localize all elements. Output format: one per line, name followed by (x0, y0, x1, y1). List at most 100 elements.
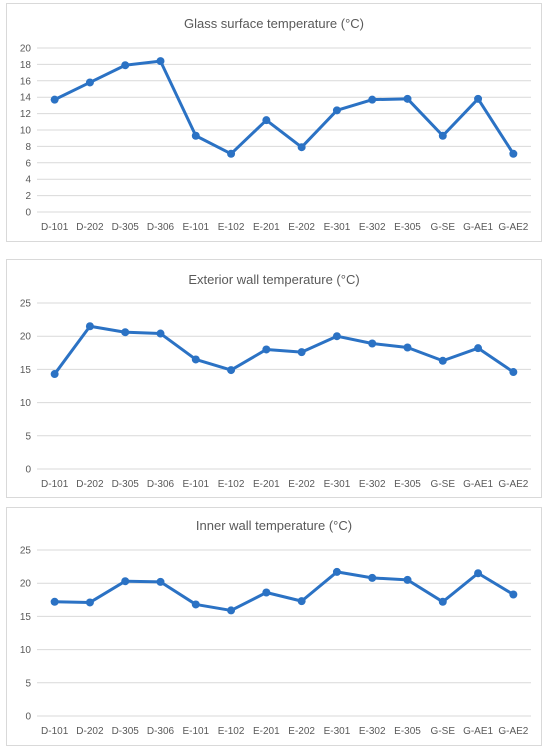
y-tick-label: 5 (25, 678, 31, 689)
x-tick-label: E-302 (359, 222, 386, 233)
x-tick-label: E-305 (394, 726, 421, 737)
x-tick-label: D-306 (147, 479, 175, 490)
data-point (156, 329, 165, 338)
x-tick-label: E-101 (182, 479, 209, 490)
chart-canvas: Exterior wall temperature (°C) 0 5 10 15 20 2… (20, 272, 531, 490)
data-point (368, 573, 377, 582)
x-tick-label: E-202 (288, 222, 315, 233)
data-point (191, 355, 200, 364)
x-tick-label: E-301 (324, 222, 351, 233)
y-tick-label: 0 (25, 712, 31, 723)
y-tick-label: 16 (20, 76, 32, 87)
data-point (262, 345, 271, 354)
y-tick-label: 10 (20, 126, 32, 137)
x-tick-label: G-AE2 (498, 479, 528, 490)
x-tick-label: E-102 (218, 726, 245, 737)
y-tick-label: 6 (25, 158, 31, 169)
x-tick-label: E-202 (288, 479, 315, 490)
y-tick-label: 25 (20, 546, 32, 557)
x-tick-label: D-101 (41, 479, 69, 490)
x-tick-label: D-305 (112, 222, 140, 233)
x-tick-label: G-SE (431, 479, 456, 490)
x-tick-label: D-202 (76, 479, 104, 490)
x-tick-label: E-102 (218, 479, 245, 490)
x-tick-label: E-201 (253, 479, 280, 490)
data-point (509, 590, 518, 599)
chart-title: Glass surface temperature (°C) (184, 16, 364, 31)
data-point (227, 366, 236, 375)
y-tick-label: 20 (20, 44, 32, 55)
y-tick-label: 25 (20, 299, 32, 310)
x-tick-label: G-SE (431, 726, 456, 737)
y-tick-label: 12 (20, 109, 32, 120)
x-tick-label: E-302 (359, 479, 386, 490)
y-tick-label: 20 (20, 579, 32, 590)
series-line (53, 324, 515, 375)
data-point (297, 143, 306, 152)
y-tick-label: 10 (20, 645, 32, 656)
y-tick-label: 2 (25, 191, 31, 202)
data-point (332, 567, 341, 576)
x-tick-label: E-201 (253, 726, 280, 737)
data-point (474, 94, 483, 103)
data-point (50, 95, 59, 104)
data-point (227, 606, 236, 615)
x-tick-label: G-AE2 (498, 726, 528, 737)
x-tick-label: G-AE2 (498, 222, 528, 233)
data-point (474, 344, 483, 353)
data-point (191, 600, 200, 609)
data-point (85, 598, 94, 607)
y-tick-label: 8 (25, 142, 31, 153)
x-tick-label: D-306 (147, 222, 175, 233)
data-point (262, 116, 271, 125)
x-tick-label: D-202 (76, 222, 104, 233)
data-point (227, 149, 236, 158)
x-tick-label: G-AE1 (463, 726, 493, 737)
chart-title: Inner wall temperature (°C) (196, 518, 352, 533)
data-point (191, 131, 200, 140)
chart-canvas: Glass surface temperature (°C) 0 2 4 6 8 10 12… (20, 16, 531, 233)
y-tick-label: 15 (20, 612, 32, 623)
x-tick-label: G-AE1 (463, 479, 493, 490)
data-point (85, 322, 94, 331)
data-point (297, 597, 306, 606)
data-point (474, 569, 483, 578)
data-point (403, 575, 412, 584)
chart-inner-wall-temperature: Inner wall temperature (°C) 0 5 10 15 20 25 D-… (6, 507, 542, 746)
data-point (368, 339, 377, 348)
x-tick-label: D-202 (76, 726, 104, 737)
data-point (50, 597, 59, 606)
x-tick-label: E-101 (182, 726, 209, 737)
data-point (509, 149, 518, 158)
y-tick-label: 0 (25, 208, 31, 219)
data-point (368, 95, 377, 104)
x-tick-label: E-101 (182, 222, 209, 233)
y-tick-label: 10 (20, 398, 32, 409)
x-tick-label: E-305 (394, 222, 421, 233)
data-point (156, 577, 165, 586)
x-tick-label: E-301 (324, 726, 351, 737)
x-tick-label: E-305 (394, 479, 421, 490)
series-line (53, 59, 515, 156)
data-point (403, 94, 412, 103)
y-tick-label: 4 (25, 175, 31, 186)
data-point (438, 356, 447, 365)
data-point (438, 131, 447, 140)
x-tick-label: G-AE1 (463, 222, 493, 233)
data-point (50, 370, 59, 379)
x-tick-label: D-101 (41, 726, 69, 737)
data-point (85, 78, 94, 87)
y-tick-label: 18 (20, 60, 32, 71)
y-tick-label: 0 (25, 465, 31, 476)
data-point (403, 343, 412, 352)
data-point (121, 61, 130, 70)
chart-exterior-wall-temperature: Exterior wall temperature (°C) 0 5 10 15 20 2… (6, 259, 542, 498)
data-point (121, 577, 130, 586)
x-tick-label: D-101 (41, 222, 69, 233)
data-point (509, 368, 518, 377)
x-tick-label: E-302 (359, 726, 386, 737)
data-point (332, 332, 341, 341)
x-tick-label: E-201 (253, 222, 280, 233)
data-point (121, 328, 130, 337)
y-tick-label: 14 (20, 93, 32, 104)
